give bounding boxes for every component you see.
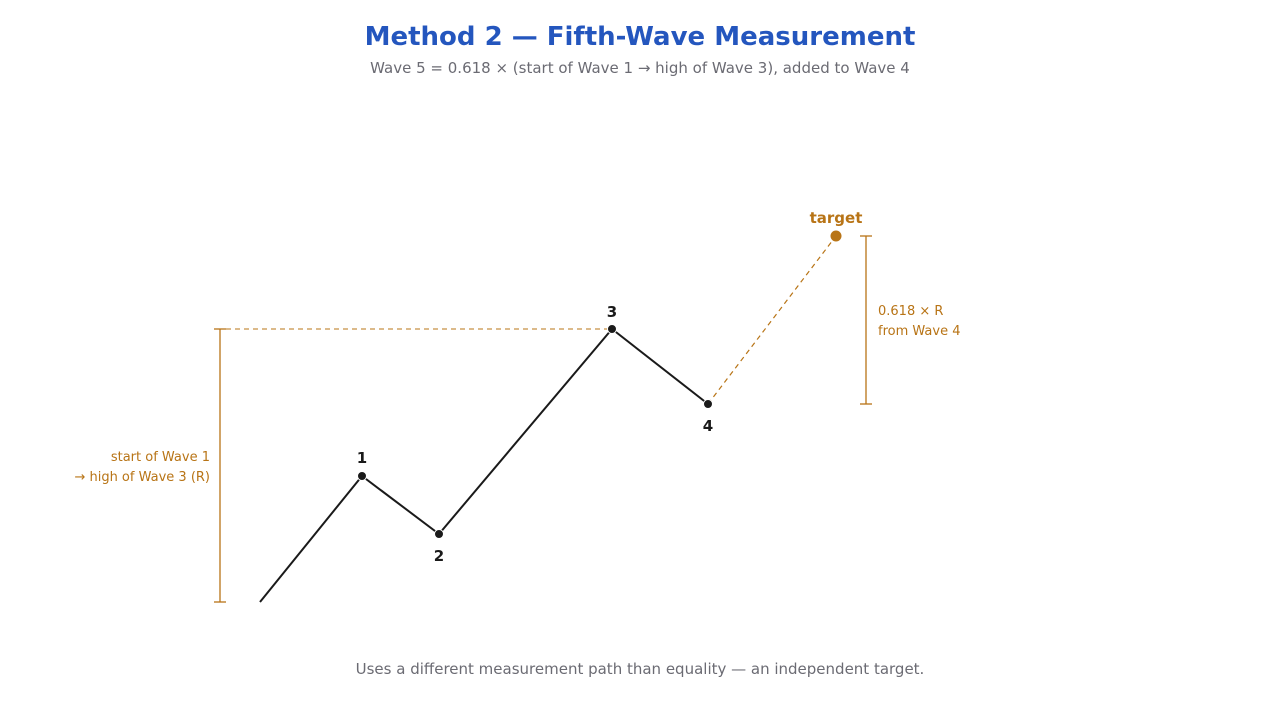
wave-path: [259, 327, 709, 603]
projection-annotation-line2: from Wave 4: [878, 324, 960, 339]
projection-annotation-line1: 0.618 × R: [878, 304, 943, 319]
wave1-label: 1: [357, 449, 367, 467]
wave2-label: 2: [434, 547, 444, 565]
range-bracket: [214, 328, 226, 603]
wave1-point: [357, 471, 367, 481]
wave2-point: [434, 529, 444, 539]
wave3-label: 3: [607, 303, 617, 321]
page-title: Method 2 — Fifth-Wave Measurement: [364, 22, 916, 52]
target-label: target: [810, 209, 863, 227]
range-annotation-line1: start of Wave 1: [111, 450, 210, 465]
projection-bracket: [860, 235, 872, 405]
wave3-point: [607, 324, 617, 334]
target-point: [830, 230, 842, 242]
wave5-projection-line: [707, 235, 837, 405]
footer-note: Uses a different measurement path than e…: [355, 660, 925, 678]
range-annotation-line2: → high of Wave 3 (R): [74, 470, 210, 485]
wave4-label: 4: [703, 417, 713, 435]
page-subtitle: Wave 5 = 0.618 × (start of Wave 1 → high…: [370, 59, 910, 77]
wave4-point: [703, 399, 713, 409]
